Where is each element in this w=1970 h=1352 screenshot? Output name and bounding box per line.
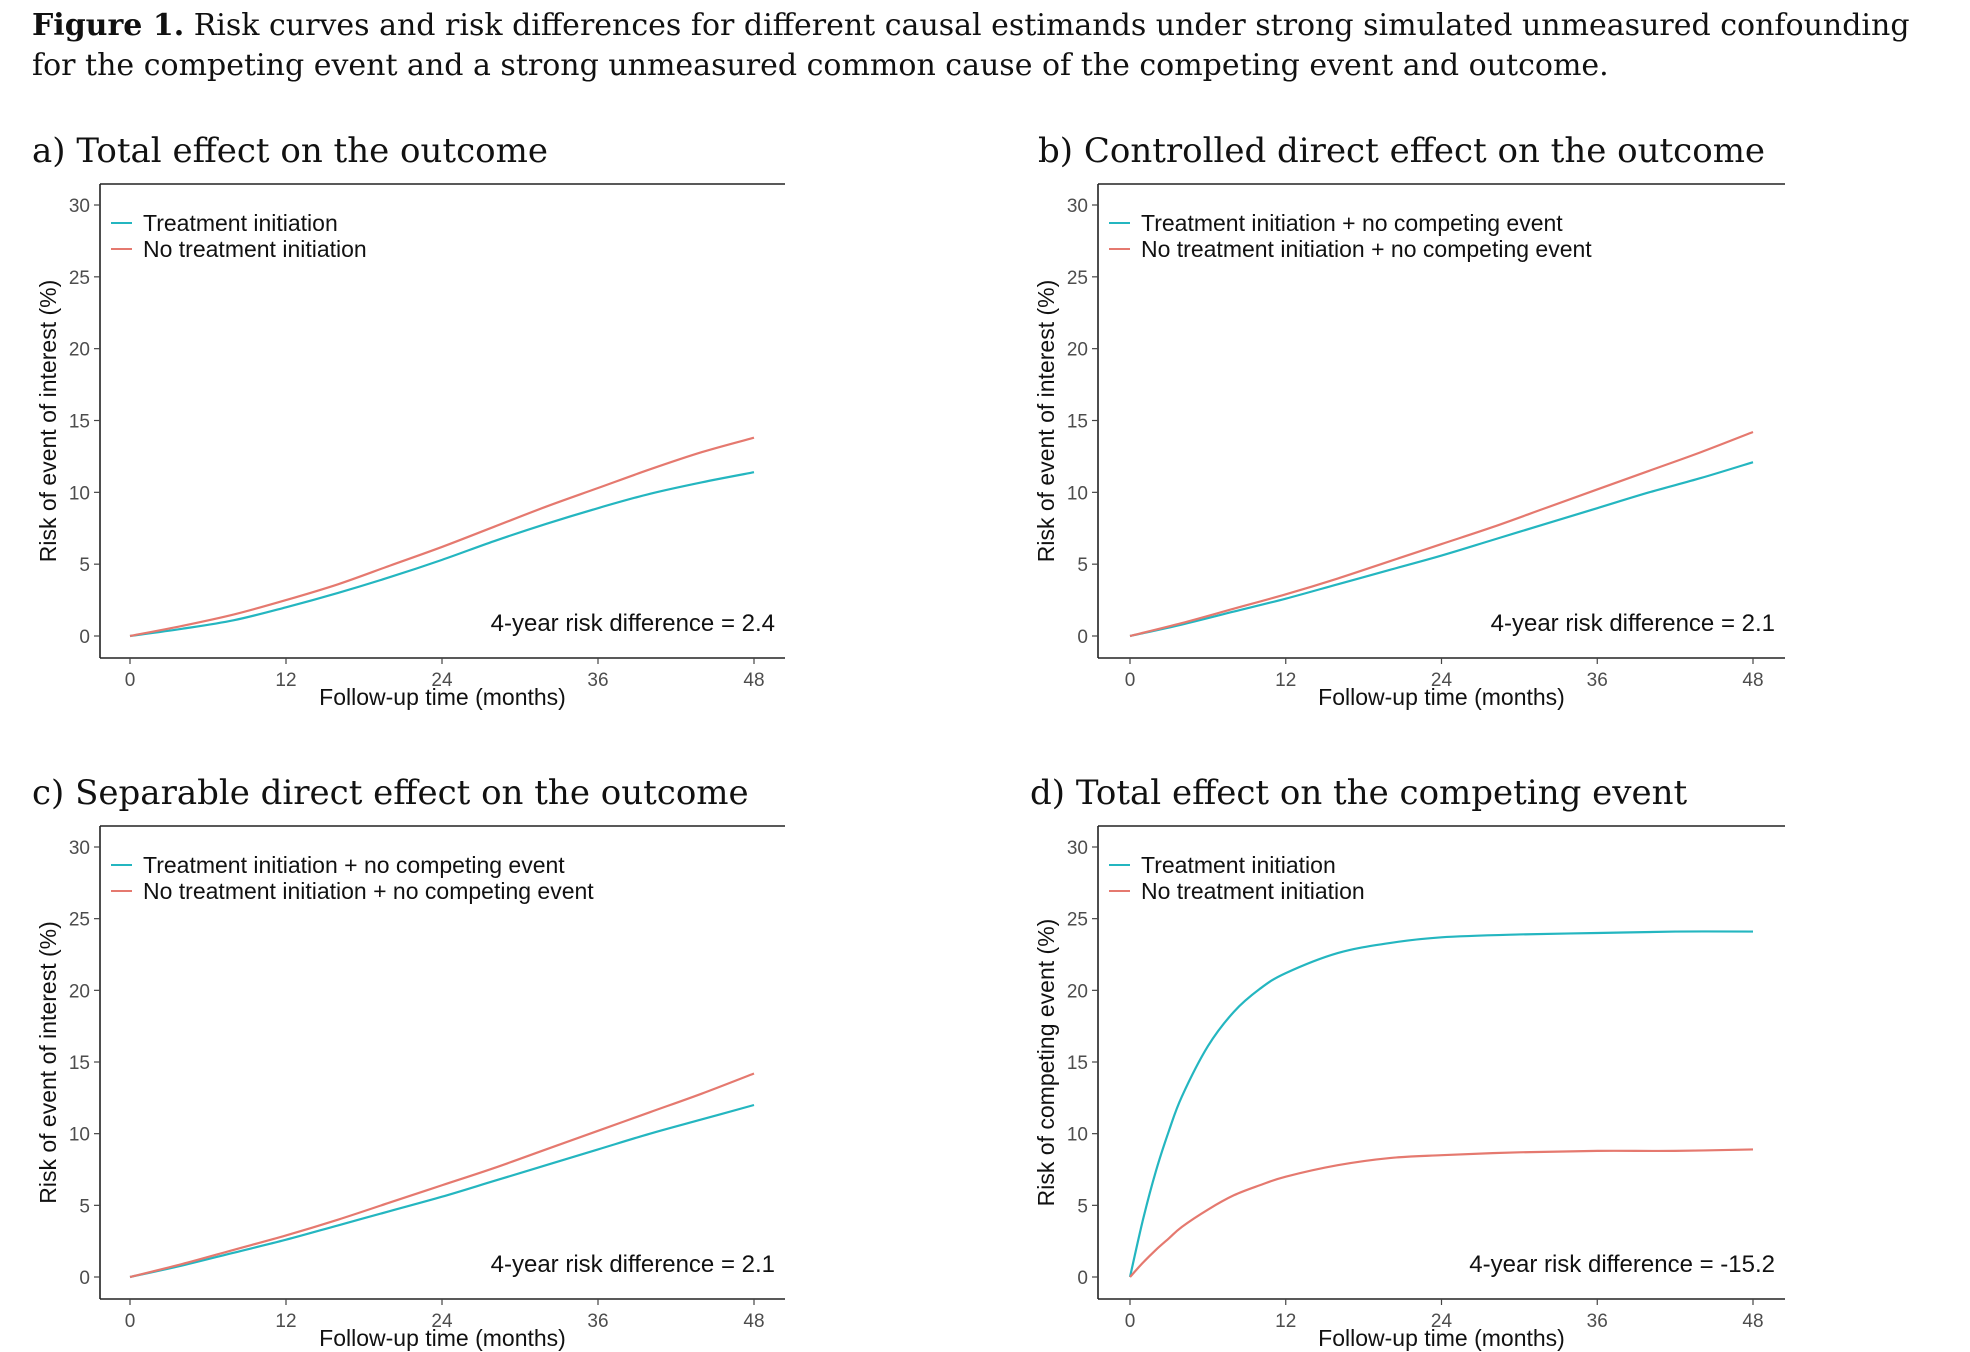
series-line-no-treatment xyxy=(1129,430,1754,638)
y-tick-label: 10 xyxy=(69,1125,90,1146)
risk-difference-annotation: 4-year risk difference = 2.1 xyxy=(1491,610,1775,637)
y-axis-title: Risk of event of interest (%) xyxy=(1033,280,1059,563)
panel-title: d) Total effect on the competing event xyxy=(1030,773,1688,813)
x-tick-label: 24 xyxy=(1431,1311,1453,1332)
series-line-treatment xyxy=(1128,930,1754,1278)
x-tick-label: 48 xyxy=(743,670,764,691)
x-tick-label: 12 xyxy=(1275,670,1296,691)
x-tick-label: 24 xyxy=(431,1311,453,1332)
y-tick-label: 5 xyxy=(1077,555,1088,576)
y-tick-label: 30 xyxy=(1067,838,1088,859)
y-tick-label: 20 xyxy=(1067,340,1088,361)
y-tick-label: 15 xyxy=(69,1053,90,1074)
y-tick-label: 0 xyxy=(79,1268,90,1289)
legend-label: Treatment initiation + no competing even… xyxy=(1141,210,1563,236)
y-tick-label: 0 xyxy=(79,627,90,648)
y-tick-label: 0 xyxy=(1077,627,1088,648)
panel-title: b) Controlled direct effect on the outco… xyxy=(1038,131,1765,171)
x-tick-label: 12 xyxy=(275,1311,296,1332)
y-tick-label: 15 xyxy=(69,412,90,433)
x-tick-label: 36 xyxy=(1587,1311,1608,1332)
x-tick-label: 48 xyxy=(1742,670,1763,691)
x-tick-label: 24 xyxy=(431,670,453,691)
x-axis-title: Follow-up time (months) xyxy=(319,1325,566,1351)
y-tick-label: 30 xyxy=(69,196,90,217)
y-tick-label: 25 xyxy=(1067,910,1088,931)
legend-label: No treatment initiation + no competing e… xyxy=(143,878,594,904)
y-tick-label: 20 xyxy=(1067,981,1088,1002)
panel-b: b) Controlled direct effect on the outco… xyxy=(1033,131,1785,710)
x-tick-label: 12 xyxy=(275,670,296,691)
x-tick-label: 0 xyxy=(125,670,136,691)
y-tick-label: 25 xyxy=(69,268,90,289)
figure-caption-text: Risk curves and risk differences for dif… xyxy=(32,8,1910,83)
y-tick-label: 15 xyxy=(1067,412,1088,433)
figure-caption: Figure 1. Risk curves and risk differenc… xyxy=(32,6,1952,86)
series-line-treatment xyxy=(129,1103,755,1279)
x-axis-title: Follow-up time (months) xyxy=(1318,1325,1565,1351)
panel-d: d) Total effect on the competing event 0 5… xyxy=(1030,773,1785,1351)
risk-difference-annotation: 4-year risk difference = 2.1 xyxy=(491,1251,775,1278)
y-tick-label: 10 xyxy=(1067,483,1088,504)
y-tick-label: 0 xyxy=(1077,1268,1088,1289)
x-tick-label: 36 xyxy=(1587,670,1608,691)
y-tick-label: 25 xyxy=(1067,268,1088,289)
x-tick-label: 36 xyxy=(587,670,608,691)
x-tick-label: 24 xyxy=(1431,670,1453,691)
x-tick-label: 12 xyxy=(1275,1311,1296,1332)
legend-label: No treatment initiation xyxy=(143,236,367,262)
series-line-no-treatment xyxy=(129,436,755,638)
legend-label: No treatment initiation xyxy=(1141,878,1365,904)
y-tick-label: 15 xyxy=(1067,1053,1088,1074)
y-tick-label: 5 xyxy=(1077,1196,1088,1217)
y-tick-label: 30 xyxy=(69,838,90,859)
panel-title: c) Separable direct effect on the outcom… xyxy=(32,773,749,813)
x-tick-label: 0 xyxy=(1125,670,1136,691)
x-tick-label: 0 xyxy=(125,1311,136,1332)
panel-title: a) Total effect on the outcome xyxy=(32,131,548,171)
panel-c: c) Separable direct effect on the outcom… xyxy=(32,773,785,1351)
series-line-no-treatment xyxy=(1129,1148,1754,1278)
y-tick-label: 5 xyxy=(79,555,90,576)
risk-difference-annotation: 4-year risk difference = -15.2 xyxy=(1469,1251,1775,1278)
y-tick-label: 10 xyxy=(1067,1125,1088,1146)
legend-label: Treatment initiation xyxy=(143,210,338,236)
y-tick-label: 20 xyxy=(69,340,90,361)
series-line-treatment xyxy=(129,471,755,638)
legend-label: Treatment initiation xyxy=(1141,852,1336,878)
x-tick-label: 48 xyxy=(743,1311,764,1332)
legend-label: Treatment initiation + no competing even… xyxy=(143,852,565,878)
y-axis-title: Risk of event of interest (%) xyxy=(35,280,61,563)
x-tick-label: 36 xyxy=(587,1311,608,1332)
y-tick-label: 5 xyxy=(79,1196,90,1217)
y-tick-label: 25 xyxy=(69,910,90,931)
panel-a: a) Total effect on the outcome 0 5 10 15 20 25… xyxy=(32,131,785,710)
x-tick-label: 0 xyxy=(1125,1311,1136,1332)
x-tick-label: 48 xyxy=(1742,1311,1763,1332)
series-line-no-treatment xyxy=(129,1072,755,1279)
figure-label: Figure 1. xyxy=(32,8,185,43)
x-axis-title: Follow-up time (months) xyxy=(319,684,566,710)
y-axis-title: Risk of event of interest (%) xyxy=(35,921,61,1204)
y-axis-title: Risk of competing event (%) xyxy=(1033,919,1059,1207)
y-tick-label: 20 xyxy=(69,981,90,1002)
legend-label: No treatment initiation + no competing e… xyxy=(1141,236,1592,262)
y-tick-label: 30 xyxy=(1067,196,1088,217)
y-tick-label: 10 xyxy=(69,483,90,504)
risk-difference-annotation: 4-year risk difference = 2.4 xyxy=(491,610,775,637)
series-line-treatment xyxy=(1129,461,1754,638)
x-axis-title: Follow-up time (months) xyxy=(1318,684,1565,710)
